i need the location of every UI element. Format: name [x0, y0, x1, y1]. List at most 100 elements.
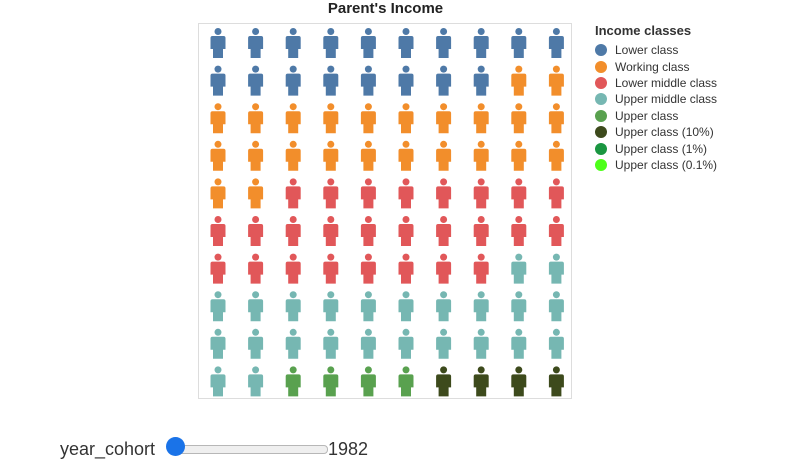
legend-swatch — [595, 158, 607, 171]
person-icon — [360, 140, 376, 171]
person-icon — [548, 28, 564, 58]
legend-swatch — [595, 126, 607, 139]
slider-label: year_cohort — [60, 439, 156, 459]
person-icon — [548, 65, 564, 96]
person-icon — [473, 65, 489, 96]
person-icon — [210, 216, 226, 246]
person-icon — [473, 178, 489, 209]
person-icon — [548, 291, 564, 322]
person-icon — [323, 291, 339, 322]
legend-swatch — [595, 93, 607, 106]
person-icon — [436, 291, 452, 322]
person-icon — [248, 216, 264, 246]
legend-item[interactable]: Lower class — [595, 42, 717, 58]
person-icon — [473, 28, 489, 58]
legend-swatch — [595, 109, 607, 122]
year-cohort-slider-thumb[interactable] — [166, 437, 185, 456]
person-icon — [248, 366, 264, 397]
person-icon — [210, 140, 226, 171]
person-icon — [248, 178, 264, 209]
legend-swatch — [595, 44, 607, 57]
legend-item[interactable]: Lower middle class — [595, 75, 717, 91]
legend-item[interactable]: Upper middle class — [595, 91, 717, 107]
legend-label: Upper class — [615, 108, 679, 123]
legend-swatch — [595, 60, 607, 73]
person-icon — [511, 140, 527, 171]
person-icon — [473, 253, 489, 284]
person-icon — [360, 291, 376, 322]
person-icon — [548, 366, 564, 397]
person-icon — [548, 178, 564, 209]
person-icon — [511, 216, 527, 246]
person-icon — [285, 178, 301, 209]
person-icon — [511, 328, 527, 359]
person-icon — [511, 178, 527, 209]
person-icon — [360, 178, 376, 209]
person-icon — [360, 366, 376, 397]
person-icon — [398, 103, 414, 134]
person-icon — [473, 366, 489, 397]
person-icon — [285, 328, 301, 359]
person-icon — [436, 65, 452, 96]
person-icon — [285, 28, 301, 58]
legend-label: Working class — [615, 59, 690, 74]
person-icon — [323, 216, 339, 246]
person-icon — [398, 328, 414, 359]
person-icon — [473, 291, 489, 322]
person-icon — [360, 65, 376, 96]
person-icon — [248, 253, 264, 284]
year-cohort-slider-track[interactable] — [174, 445, 328, 454]
legend-item[interactable]: Upper class (1%) — [595, 140, 717, 156]
person-icon — [323, 366, 339, 397]
person-icon — [248, 291, 264, 322]
chart-title: Parent's Income — [327, 0, 444, 17]
person-icon — [511, 366, 527, 397]
person-icon — [323, 103, 339, 134]
legend-item[interactable]: Upper class — [595, 108, 717, 124]
person-icon — [436, 216, 452, 246]
person-icon — [436, 140, 452, 171]
person-icon — [285, 253, 301, 284]
person-icon — [323, 328, 339, 359]
legend-item[interactable]: Working class — [595, 58, 717, 74]
legend-item[interactable]: Upper class (10%) — [595, 124, 717, 140]
person-icon — [398, 140, 414, 171]
legend: Income classes Lower class Working class L… — [595, 23, 717, 173]
person-icon — [398, 253, 414, 284]
person-icon — [248, 65, 264, 96]
slider-value: 1982 — [328, 439, 369, 459]
person-icon — [360, 253, 376, 284]
person-icon — [398, 291, 414, 322]
person-icon — [360, 103, 376, 134]
person-icon — [548, 140, 564, 171]
person-icon — [398, 65, 414, 96]
person-icon — [210, 65, 226, 96]
legend-label: Upper class (10%) — [615, 125, 714, 140]
legend-label: Upper class (1%) — [615, 141, 708, 156]
person-icon — [210, 103, 226, 134]
person-icon — [473, 328, 489, 359]
person-icon — [360, 28, 376, 58]
person-icon — [436, 328, 452, 359]
person-icon — [360, 216, 376, 246]
legend-title: Income classes — [595, 23, 692, 38]
person-icon — [511, 28, 527, 58]
person-icon — [398, 366, 414, 397]
person-icon — [548, 103, 564, 134]
person-icon — [473, 103, 489, 134]
person-icon — [511, 253, 527, 284]
person-icon — [248, 140, 264, 171]
person-icon — [210, 366, 226, 397]
person-icon — [398, 178, 414, 209]
person-icon — [511, 103, 527, 134]
legend-label: Lower middle class — [615, 75, 718, 90]
legend-swatch — [595, 76, 607, 89]
person-icon — [511, 65, 527, 96]
person-icon — [323, 140, 339, 171]
person-icon — [285, 140, 301, 171]
person-icon — [548, 253, 564, 284]
person-icon — [436, 28, 452, 58]
person-icon — [285, 65, 301, 96]
legend-item[interactable]: Upper class (0.1%) — [595, 157, 717, 173]
person-icon — [323, 178, 339, 209]
